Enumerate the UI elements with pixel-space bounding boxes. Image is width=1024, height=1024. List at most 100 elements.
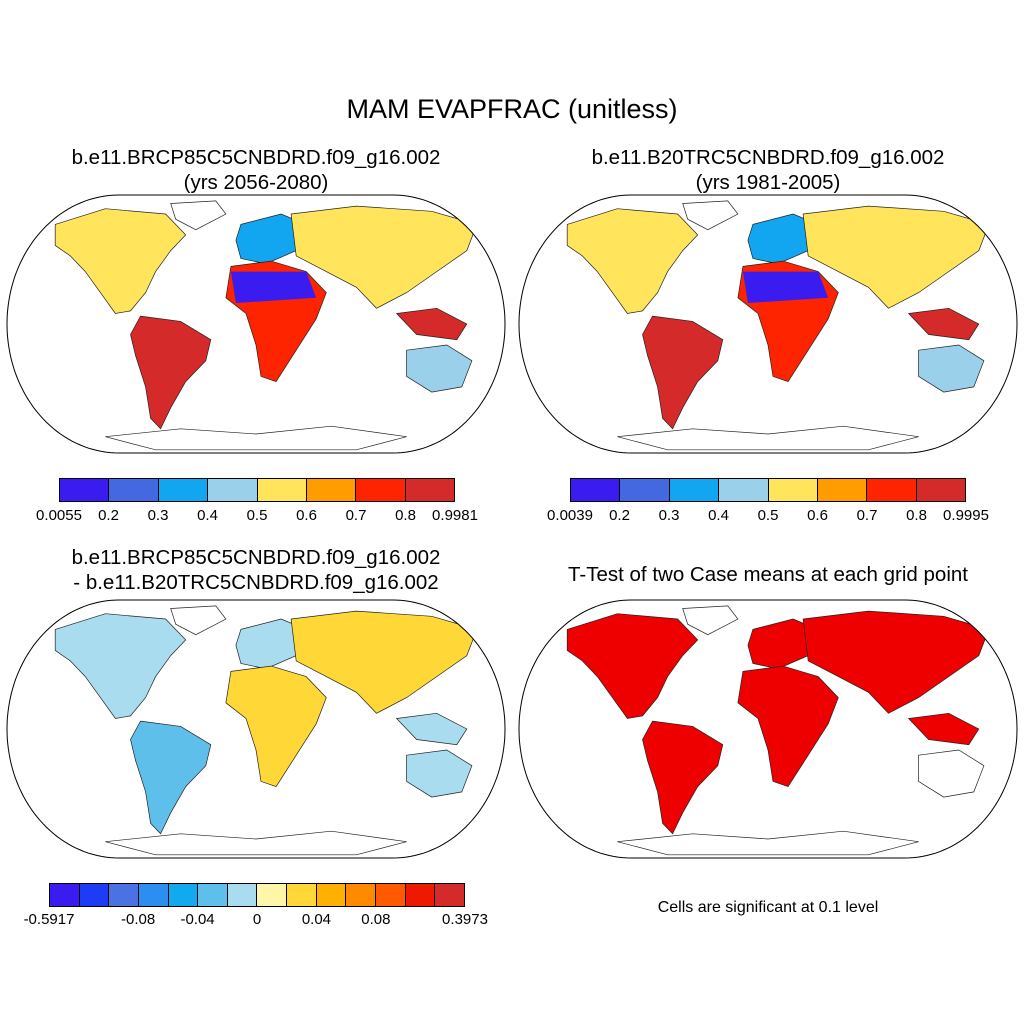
- land-maritime: [907, 307, 980, 341]
- colorbar-tick-label: 0.04: [301, 911, 332, 928]
- land-asia: [290, 610, 478, 714]
- colorbar-tick-label: 0.5: [757, 507, 779, 524]
- sahara-region: [230, 271, 317, 303]
- land-northAmerica: [54, 208, 187, 314]
- colorbar-swatch: [719, 479, 769, 501]
- colorbar-swatch: [227, 884, 258, 906]
- land-australia: [406, 344, 473, 393]
- panel-3-map: [6, 599, 506, 859]
- panel-4-map: [518, 599, 1018, 859]
- land-australia: [918, 344, 985, 393]
- panel-1-map: [6, 194, 506, 454]
- colorbar-tick-label: 0.4: [708, 507, 729, 524]
- land-greenland: [682, 200, 739, 231]
- colorbar-swatch: [356, 479, 406, 501]
- land-antarctica: [105, 830, 407, 856]
- panel-3-title-line2: - b.e11.B20TRC5CNBDRD.f09_g16.002: [73, 571, 439, 594]
- colorbar-tick-label: 0.8: [906, 507, 927, 524]
- colorbar-swatch: [257, 479, 307, 501]
- colorbar-tick-label: 0.2: [609, 507, 630, 524]
- panel-1-title-line1: b.e11.BRCP85C5CNBDRD.f09_g16.002: [71, 146, 441, 169]
- land-maritime: [395, 712, 468, 746]
- colorbar-swatch: [346, 884, 377, 906]
- colorbar-tick-label: 0.0055: [36, 507, 82, 524]
- colorbar-swatch: [109, 479, 159, 501]
- colorbar-tick-label: 0.7: [856, 507, 878, 524]
- colorbar-swatch: [316, 884, 347, 906]
- land-antarctica: [105, 425, 407, 451]
- land-africa: [737, 665, 839, 788]
- land-europe: [747, 618, 819, 670]
- panel-3-title: b.e11.BRCP85C5CNBDRD.f09_g16.002 - b.e11…: [0, 545, 512, 595]
- colorbar-tick-label: 0.6: [296, 507, 317, 524]
- panel-1-title: b.e11.BRCP85C5CNBDRD.f09_g16.002 (yrs 20…: [0, 145, 512, 195]
- colorbar-swatch: [198, 884, 228, 906]
- land-antarctica: [617, 425, 919, 451]
- colorbar-swatch: [669, 479, 720, 501]
- land-southAmerica: [642, 720, 724, 835]
- colorbar-tick-label: -0.5917: [23, 911, 75, 928]
- colorbar-swatch: [768, 479, 818, 501]
- land-australia: [406, 749, 473, 798]
- panel-4-title-line1: T-Test of two Case means at each grid po…: [568, 563, 968, 586]
- panel-2-title-line2: (yrs 1981-2005): [695, 171, 841, 194]
- colorbar-swatch: [435, 884, 464, 906]
- land-southAmerica: [130, 720, 212, 835]
- colorbar-swatch: [817, 479, 868, 501]
- main-title: MAM EVAPFRAC (unitless): [346, 94, 678, 124]
- sahara-region: [742, 271, 829, 303]
- panel-1-colorbar-labels: 0.0055 0.2 0.3 0.4 0.5 0.6 0.7 0.8 0.9981: [36, 507, 478, 527]
- map-boundary: [6, 599, 506, 859]
- colorbar-swatch: [867, 479, 917, 501]
- colorbar-swatch: [257, 884, 288, 906]
- colorbar-swatch: [158, 479, 209, 501]
- map-boundary: [518, 599, 1018, 859]
- land-africa: [225, 665, 327, 788]
- colorbar-swatch: [306, 479, 357, 501]
- panel-2-title-line1: b.e11.B20TRC5CNBDRD.f09_g16.002: [591, 146, 945, 169]
- colorbar-tick-label: 0: [252, 911, 262, 928]
- colorbar-swatch: [208, 479, 258, 501]
- colorbar-tick-label: 0.2: [98, 507, 119, 524]
- colorbar-swatch: [168, 884, 199, 906]
- colorbar-swatch: [109, 884, 139, 906]
- colorbar-tick-label: 0.7: [345, 507, 367, 524]
- land-northAmerica: [566, 208, 699, 314]
- land-greenland: [682, 605, 739, 636]
- colorbar-swatch: [405, 884, 436, 906]
- colorbar-tick-label: 0.9995: [943, 507, 989, 524]
- panel-1-title-line2: (yrs 2056-2080): [183, 171, 329, 194]
- land-greenland: [170, 605, 227, 636]
- land-asia: [802, 205, 990, 309]
- panel-3-title-line1: b.e11.BRCP85C5CNBDRD.f09_g16.002: [71, 546, 441, 569]
- land-maritime: [395, 307, 468, 341]
- significance-note: Cells are significant at 0.1 level: [657, 899, 879, 916]
- colorbar-tick-label: -0.04: [180, 911, 215, 928]
- map-boundary: [6, 194, 506, 454]
- colorbar-tick-label: 0.3: [658, 507, 680, 524]
- colorbar-tick-label: -0.08: [121, 911, 156, 928]
- panel-1-colorbar: [59, 478, 455, 502]
- colorbar-swatch: [620, 479, 670, 501]
- colorbar-tick-label: 0.3: [147, 507, 169, 524]
- colorbar-tick-label: 0.0039: [547, 507, 593, 524]
- land-northAmerica: [566, 613, 699, 719]
- land-europe: [235, 618, 307, 670]
- land-europe: [235, 213, 307, 265]
- colorbar-swatch: [138, 884, 169, 906]
- map-boundary: [518, 194, 1018, 454]
- land-maritime: [907, 712, 980, 746]
- panel-2-colorbar: [570, 478, 966, 502]
- colorbar-tick-label: 0.8: [395, 507, 416, 524]
- colorbar-swatch: [50, 884, 80, 906]
- panel-2-map: [518, 194, 1018, 454]
- colorbar-tick-label: 0.3973: [442, 911, 488, 928]
- colorbar-swatch: [571, 479, 621, 501]
- land-asia: [290, 205, 478, 309]
- land-asia: [802, 610, 990, 714]
- colorbar-tick-label: 0.6: [807, 507, 828, 524]
- panel-2-title: b.e11.B20TRC5CNBDRD.f09_g16.002 (yrs 198…: [512, 145, 1024, 195]
- colorbar-swatch: [60, 479, 110, 501]
- colorbar-swatch: [405, 479, 454, 501]
- colorbar-tick-label: 0.9981: [432, 507, 478, 524]
